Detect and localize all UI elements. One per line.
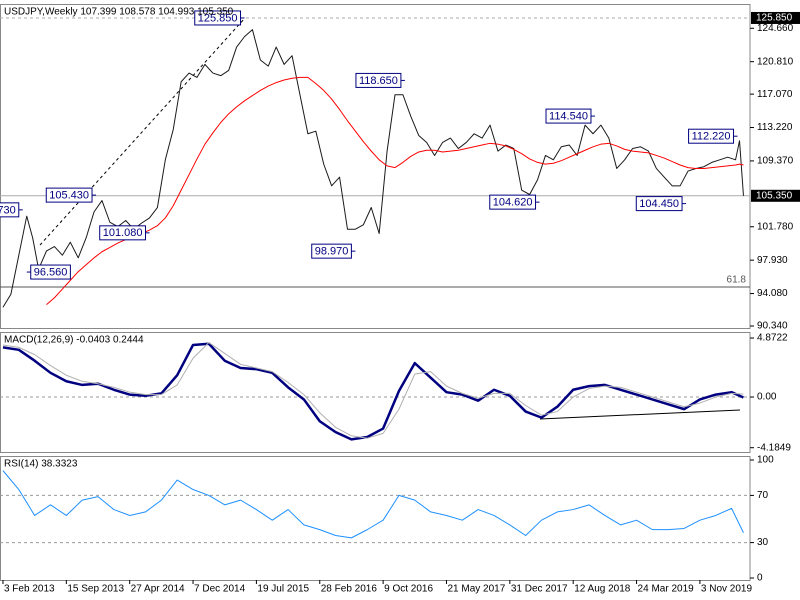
x-tick-label: 3 Feb 2013 (4, 584, 55, 595)
y-tick-label: -4.1849 (757, 442, 791, 453)
y-tick-label: 109.370 (757, 156, 794, 167)
annotation-label: 114.540 (549, 110, 588, 122)
panel-title: RSI(14) 38.3323 (4, 459, 78, 470)
x-tick-label: 24 Mar 2019 (638, 584, 695, 595)
panel-title: USDJPY,Weekly 107.399 108.578 104.993 10… (4, 7, 234, 18)
trend-line (39, 17, 246, 246)
annotation-label: 125.850 (198, 12, 238, 24)
macd-trend-line (539, 409, 741, 420)
y-tick-label: 120.810 (757, 56, 794, 67)
series-line (2, 342, 744, 441)
y-tick-label: 97.930 (757, 255, 788, 266)
x-tick-label: 3 Nov 2019 (701, 584, 753, 595)
price-box-label: 105.350 (756, 190, 793, 201)
panel-frame (0, 4, 751, 329)
annotation-label: 101.080 (103, 227, 143, 239)
price-box (751, 189, 800, 202)
y-tick-label: 70 (757, 490, 769, 501)
panel-frame (0, 332, 751, 453)
series-line (2, 342, 744, 439)
annotation-label: 104.620 (493, 197, 533, 209)
x-tick-label: 28 Feb 2016 (321, 584, 378, 595)
y-tick-label: 94.080 (757, 288, 788, 299)
series-line (46, 76, 744, 306)
x-tick-label: 7 Dec 2014 (194, 584, 246, 595)
annotation-label: 98.970 (315, 246, 349, 258)
y-tick-label: 117.070 (757, 89, 793, 100)
y-tick-label: 4.8722 (757, 333, 788, 344)
annotation-label: 118.650 (359, 75, 398, 87)
price-line-label: 61.8 (727, 275, 747, 286)
price-box (751, 11, 800, 24)
x-tick-label: 15 Sep 2013 (67, 584, 124, 595)
y-tick-label: 30 (757, 537, 769, 548)
y-tick-label: 100 (757, 455, 774, 466)
x-tick-label: 31 Dec 2017 (511, 584, 568, 595)
series-line (2, 29, 744, 308)
series-line (2, 470, 744, 539)
panel-title: MACD(12,26,9) -0.0403 0.2444 (4, 335, 144, 346)
panel-frame (0, 456, 751, 581)
y-tick-label: 90.340 (757, 321, 788, 332)
y-tick-label: 101.780 (757, 221, 794, 232)
x-tick-label: 19 Jul 2015 (257, 584, 309, 595)
y-tick-label: 124.660 (757, 23, 794, 34)
x-tick-label: 12 Aug 2018 (574, 584, 631, 595)
annotation-label: 112.220 (692, 131, 731, 143)
x-tick-label: 9 Oct 2016 (384, 584, 433, 595)
annotation-label: 96.560 (34, 266, 68, 278)
y-tick-label: 0 (757, 573, 763, 584)
annotation-label: 105.430 (49, 190, 89, 202)
x-tick-label: 21 May 2017 (447, 584, 505, 595)
y-tick-label: 113.220 (757, 122, 793, 133)
annotation-label: 730 (0, 204, 16, 216)
x-tick-label: 27 Apr 2014 (131, 584, 185, 595)
annotation-label: 104.450 (639, 198, 679, 210)
price-box-label: 125.850 (756, 13, 793, 24)
y-tick-label: 0.00 (757, 392, 777, 403)
